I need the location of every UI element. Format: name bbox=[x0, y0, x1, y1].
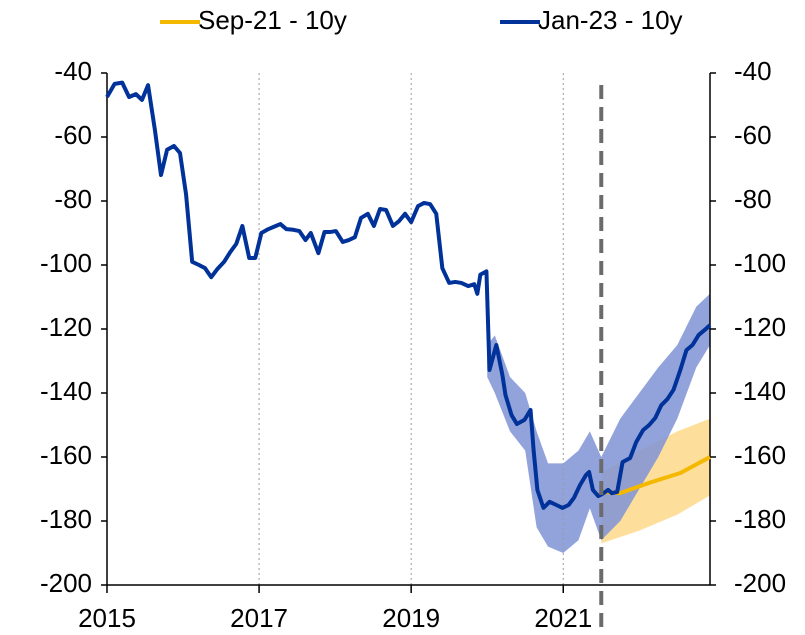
y-tick-label: -140 bbox=[40, 376, 92, 406]
legend-label: Sep-21 - 10y bbox=[198, 5, 347, 35]
y2-tick-label: -120 bbox=[734, 312, 786, 342]
y2-tick-label: -100 bbox=[734, 248, 786, 278]
y-tick-label: -80 bbox=[54, 184, 92, 214]
x-tick-label: 2015 bbox=[78, 603, 136, 633]
uncertainty-band bbox=[487, 293, 710, 553]
y-tick-label: -120 bbox=[40, 312, 92, 342]
legend-label: Jan-23 - 10y bbox=[538, 5, 683, 35]
y2-tick-label: -60 bbox=[734, 120, 772, 150]
y2-tick-label: -180 bbox=[734, 504, 786, 534]
y2-tick-label: -200 bbox=[734, 568, 786, 598]
y2-tick-label: -160 bbox=[734, 440, 786, 470]
y2-tick-label: -140 bbox=[734, 376, 786, 406]
y-tick-label: -180 bbox=[40, 504, 92, 534]
y-tick-label: -40 bbox=[54, 56, 92, 86]
y-tick-label: -100 bbox=[40, 248, 92, 278]
y2-tick-label: -80 bbox=[734, 184, 772, 214]
x-tick-label: 2019 bbox=[382, 603, 440, 633]
y-tick-label: -200 bbox=[40, 568, 92, 598]
y-tick-label: -60 bbox=[54, 120, 92, 150]
series-line bbox=[105, 80, 712, 510]
x-tick-label: 2017 bbox=[230, 603, 288, 633]
y2-tick-label: -40 bbox=[734, 56, 772, 86]
y-tick-label: -160 bbox=[40, 440, 92, 470]
x-tick-label: 2021 bbox=[534, 603, 592, 633]
